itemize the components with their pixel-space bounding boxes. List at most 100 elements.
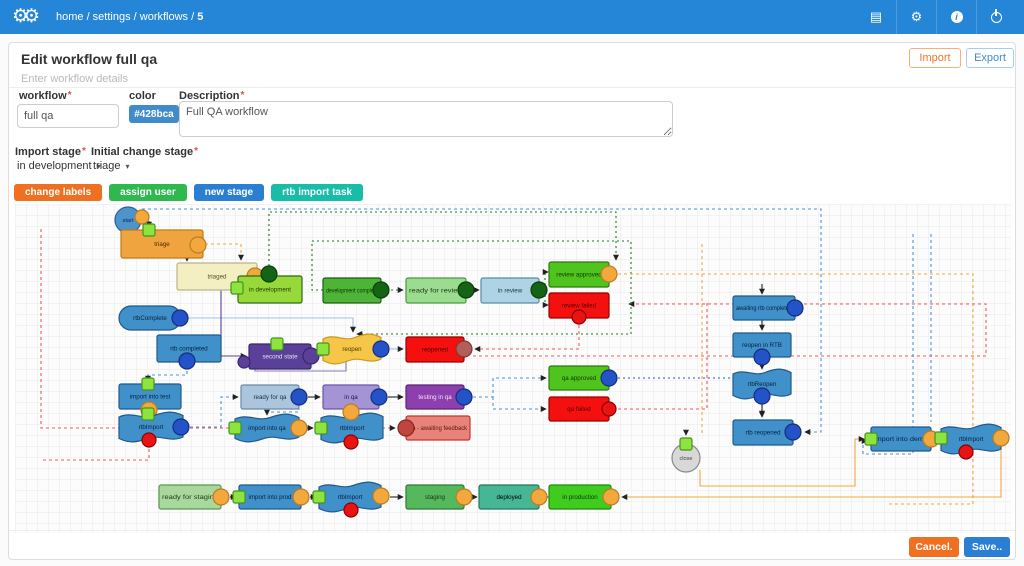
stage-task-square-badge[interactable] — [679, 437, 693, 451]
stage-circle-badge[interactable] — [992, 429, 1010, 447]
breadcrumb[interactable]: home / settings / workflows / 5 — [56, 11, 203, 23]
stage-circle-badge[interactable] — [602, 488, 620, 506]
rtb-import-task-button[interactable]: rtb import task — [271, 184, 364, 201]
stage-circle-badge[interactable] — [397, 419, 415, 437]
initial-change-stage-select[interactable]: triage ▾ — [93, 160, 130, 172]
stage-circle-badge[interactable] — [370, 388, 388, 406]
settings-gears-icon[interactable]: ⚙ — [896, 0, 936, 34]
assign-user-button[interactable]: assign user — [109, 184, 187, 201]
node-in-development[interactable]: in development — [230, 265, 303, 304]
description-textarea[interactable]: Full QA workflow — [179, 101, 673, 137]
stage-task-square-badge[interactable] — [230, 281, 244, 295]
stage-task-square-badge[interactable] — [864, 432, 878, 446]
node-in-review[interactable]: in review — [480, 277, 548, 304]
stage-circle-badge[interactable] — [342, 403, 360, 421]
stage-circle-badge[interactable] — [172, 418, 190, 436]
node-in-production[interactable]: in production — [548, 484, 620, 510]
stage-circle-badge[interactable] — [237, 355, 251, 369]
workflow-canvas[interactable]: start triage triaged in development developm… — [15, 204, 1011, 533]
stage-task-square-badge[interactable] — [228, 421, 242, 435]
stage-circle-badge[interactable] — [189, 236, 207, 254]
stage-circle-badge[interactable] — [457, 281, 475, 299]
node-qa-awaiting-feedback[interactable]: qa - awaiting feedback — [397, 415, 471, 441]
node-rtbcomplete[interactable]: rtbComplete — [118, 305, 189, 331]
stage-circle-badge[interactable] — [455, 340, 473, 358]
stage-task-square-badge[interactable] — [232, 490, 246, 504]
node-reopened[interactable]: reopened — [405, 336, 473, 363]
info-icon[interactable]: i — [936, 0, 976, 34]
node-import-into-qa[interactable]: import into qa — [228, 413, 308, 443]
new-stage-button[interactable]: new stage — [193, 184, 265, 201]
node-qa-approved[interactable]: qa approved — [548, 365, 618, 391]
node-ready-for-review[interactable]: ready for review — [405, 277, 475, 304]
node-rtb-reopened[interactable]: rtb reopened — [732, 419, 802, 446]
stage-circle-badge[interactable] — [372, 487, 390, 505]
stage-circle-badge[interactable] — [958, 444, 974, 460]
cancel-button[interactable]: Cancel. — [909, 537, 959, 557]
node-ready-for-staging[interactable]: ready for staging — [158, 484, 230, 510]
stage-circle-badge[interactable] — [302, 347, 320, 365]
power-logout-icon[interactable] — [976, 0, 1016, 34]
node-rtbimport[interactable]: rtbImport — [934, 423, 1010, 460]
save-button[interactable]: Save.. — [964, 537, 1010, 557]
stage-circle-badge[interactable] — [753, 387, 771, 405]
stage-circle-badge[interactable] — [372, 281, 390, 299]
stage-task-square-badge[interactable] — [141, 377, 155, 391]
node-reopen-in-rtb[interactable]: reopen in RTB — [732, 332, 792, 366]
stage-task-square-badge[interactable] — [934, 431, 948, 445]
stage-circle-badge[interactable] — [753, 348, 771, 366]
node-rtbreopen[interactable]: rtbReopen — [732, 368, 792, 405]
node-import-into-demo[interactable]: import into demo — [864, 426, 940, 452]
node-rtbimport[interactable]: rtbImport — [312, 481, 390, 518]
node-reopen[interactable]: reopen — [316, 333, 390, 365]
breadcrumb-path[interactable]: home / settings / workflows / — [56, 11, 198, 23]
stage-circle-badge[interactable] — [600, 369, 618, 387]
stage-circle-badge[interactable] — [134, 209, 150, 225]
node-ready-for-qa[interactable]: ready for qa — [240, 384, 308, 410]
stage-task-square-badge[interactable] — [141, 407, 155, 421]
app-logo-icon[interactable]: ⚙⚙ — [11, 6, 40, 27]
node-awaiting-rtb-completed[interactable]: awaiting rtb completed — [732, 295, 804, 321]
node-rtb-completed[interactable]: rtb completed — [156, 334, 222, 370]
billing-icon[interactable]: ▤ — [869, 9, 883, 24]
node-qa-failed[interactable]: qa failed — [548, 396, 617, 422]
node-development-complete[interactable]: development complete — [322, 277, 390, 304]
node-second-state[interactable]: second state — [237, 337, 320, 370]
color-value-badge[interactable]: #428bca — [129, 105, 179, 123]
node-in-qa[interactable]: in qa — [322, 384, 388, 410]
stage-circle-badge[interactable] — [343, 502, 359, 518]
node-staging[interactable]: staging — [405, 484, 473, 510]
stage-task-square-badge[interactable] — [316, 342, 330, 356]
stage-circle-badge[interactable] — [292, 488, 310, 506]
stage-circle-badge[interactable] — [600, 265, 618, 283]
stage-circle-badge[interactable] — [601, 401, 617, 417]
change-labels-button[interactable]: change labels — [14, 184, 103, 201]
node-import-into-prod[interactable]: import into prod — [232, 484, 310, 510]
node-review-approved[interactable]: review approved — [548, 261, 618, 288]
stage-circle-badge[interactable] — [455, 488, 473, 506]
stage-circle-badge[interactable] — [178, 352, 196, 370]
stage-circle-badge[interactable] — [260, 265, 278, 283]
export-button[interactable]: Export — [966, 48, 1014, 68]
stage-circle-badge[interactable] — [212, 488, 230, 506]
stage-circle-badge[interactable] — [571, 309, 587, 325]
stage-circle-badge[interactable] — [784, 423, 802, 441]
stage-circle-badge[interactable] — [530, 488, 548, 506]
stage-circle-badge[interactable] — [171, 309, 189, 327]
node-review-failed[interactable]: review failed — [548, 292, 610, 325]
stage-circle-badge[interactable] — [290, 419, 308, 437]
node-rtbimport[interactable]: rtbImport — [314, 403, 384, 450]
stage-circle-badge[interactable] — [372, 340, 390, 358]
node-deployed[interactable]: deployed — [478, 484, 548, 510]
node-start[interactable]: start — [114, 206, 150, 234]
workflow-input[interactable] — [17, 104, 119, 128]
stage-circle-badge[interactable] — [290, 388, 308, 406]
import-button[interactable]: Import — [909, 48, 961, 68]
stage-task-square-badge[interactable] — [312, 490, 326, 504]
node-triage[interactable]: triage — [120, 223, 207, 259]
stage-circle-badge[interactable] — [455, 388, 473, 406]
import-stage-select[interactable]: in development ▾ — [17, 160, 101, 172]
stage-circle-badge[interactable] — [343, 434, 359, 450]
stage-task-square-badge[interactable] — [270, 337, 284, 351]
node-rtbimport[interactable]: rtbImport — [118, 407, 190, 448]
